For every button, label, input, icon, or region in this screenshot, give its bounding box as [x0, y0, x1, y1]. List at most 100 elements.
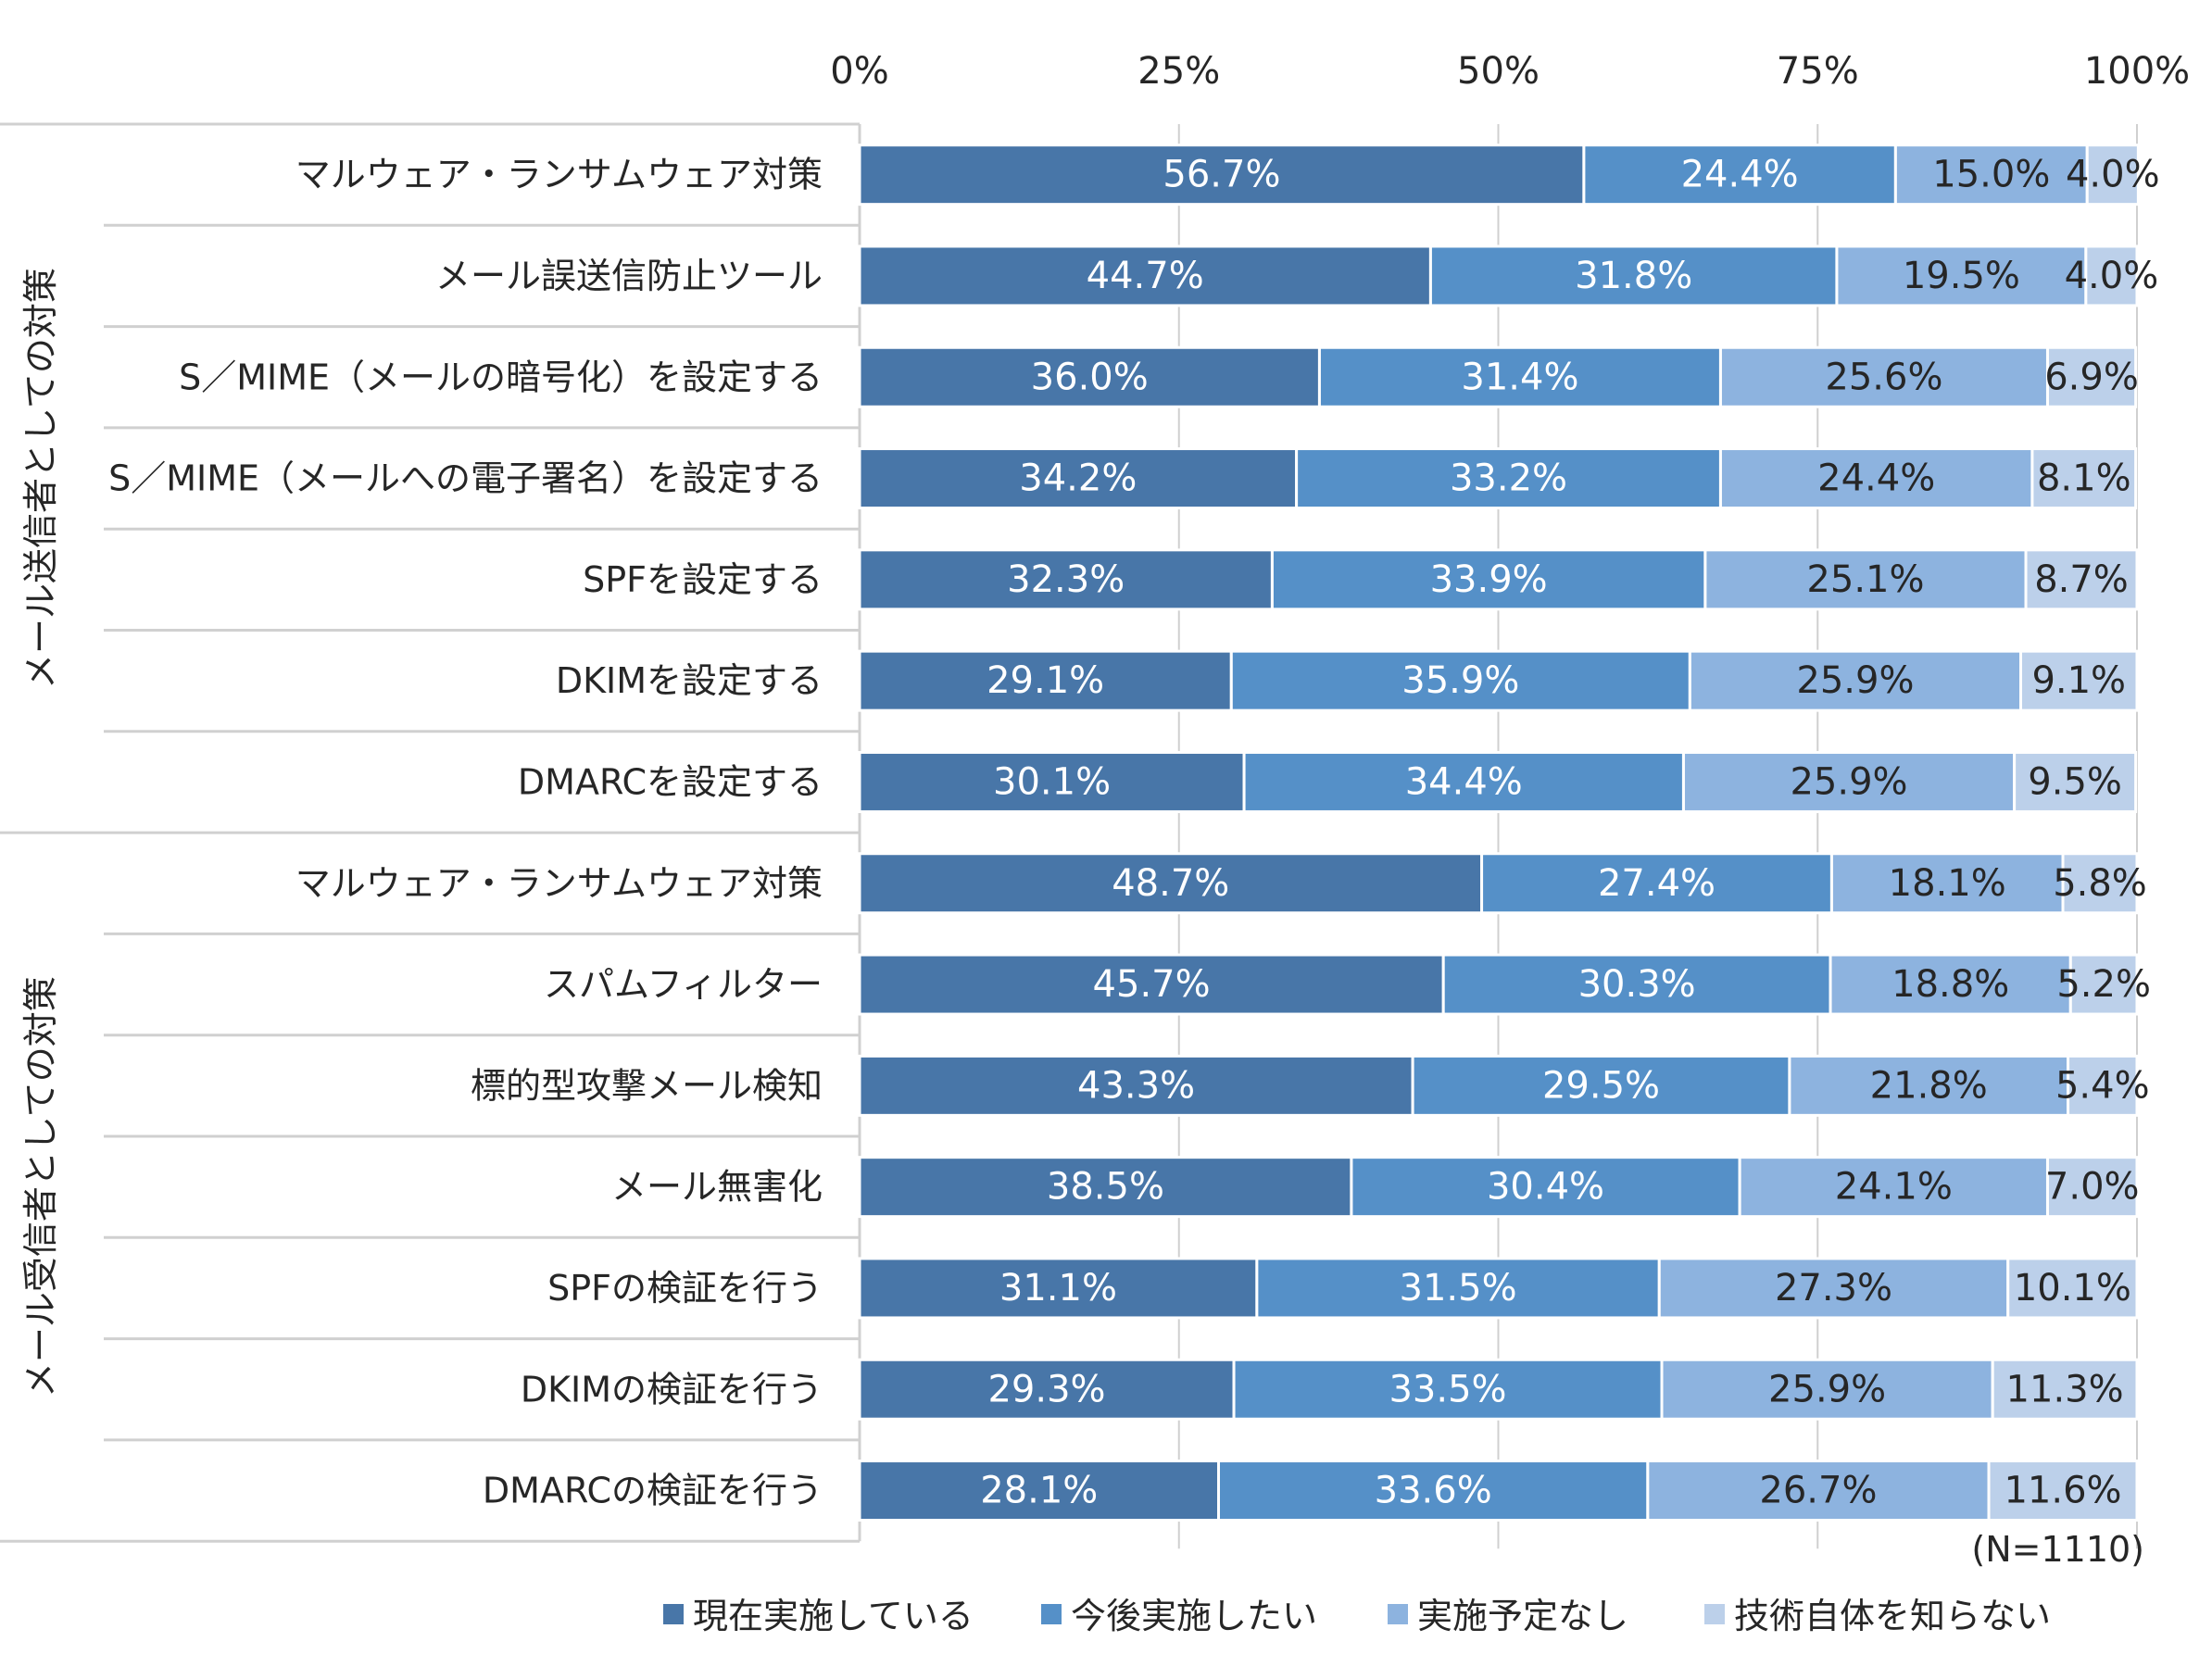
bar-segment — [1411, 1054, 1791, 1117]
category-label: マルウェア・ランサムウェア対策 — [295, 155, 823, 195]
bar-segment — [858, 1054, 1414, 1117]
data-label: 5.4% — [2055, 1064, 2150, 1107]
bar-segment — [1350, 1156, 1741, 1219]
data-label: 32.3% — [1007, 558, 1125, 601]
category-label: DMARCを設定する — [518, 761, 823, 802]
bar-segment — [2045, 345, 2138, 408]
bar-segment — [2019, 649, 2139, 712]
bar-row: 44.7% 31.8% 19.5% 4.0% — [858, 244, 2158, 307]
bar-segment — [1480, 852, 1833, 915]
data-label: 27.4% — [1598, 862, 1716, 905]
bar-segment — [1216, 1460, 1650, 1522]
x-axis-ticks: 0% 25% 50% 75% 100% — [830, 50, 2190, 93]
bar-row: 29.3% 33.5% 25.9% 11.3% — [858, 1358, 2139, 1421]
group-label: メール送信者としての対策 — [20, 268, 61, 689]
data-label: 36.0% — [1031, 356, 1149, 398]
data-label: 18.8% — [1892, 963, 2009, 1006]
bar-segment — [1688, 649, 2023, 712]
category-label: メール無害化 — [611, 1167, 823, 1208]
bar-segment — [1270, 548, 1707, 611]
legend-swatch — [663, 1604, 684, 1624]
bar-segment — [858, 1257, 1259, 1320]
category-label: DKIMを設定する — [556, 660, 823, 701]
data-label: 29.1% — [987, 659, 1104, 702]
bar-segment — [1229, 649, 1691, 712]
bar-segment — [1829, 852, 2065, 915]
bar-row: 31.1% 31.5% 27.3% 10.1% — [858, 1257, 2139, 1320]
legend: 現在実施している 今後実施したい 実施予定なし 技術自体を知らない — [663, 1596, 2051, 1636]
bar-segment — [1242, 750, 1685, 813]
data-label: 9.5% — [2028, 760, 2122, 803]
bar-segment — [2061, 852, 2139, 915]
bar-segment — [2068, 953, 2139, 1016]
x-tick-label: 50% — [1457, 50, 1540, 93]
bar-segment — [1987, 1460, 2139, 1522]
legend-label: 実施予定なし — [1417, 1596, 1628, 1636]
data-label: 43.3% — [1077, 1064, 1195, 1107]
data-label: 11.6% — [2004, 1470, 2121, 1512]
data-label: 8.1% — [2037, 457, 2131, 500]
data-label: 56.7% — [1163, 154, 1280, 196]
data-label: 30.4% — [1487, 1166, 1604, 1209]
bar-segment — [1718, 447, 2034, 510]
data-label: 21.8% — [1870, 1064, 1988, 1107]
data-label: 25.6% — [1825, 356, 1942, 398]
data-label: 44.7% — [1087, 255, 1204, 297]
bar-row: 34.2% 33.2% 24.4% 8.1% — [858, 447, 2138, 510]
bar-row: 38.5% 30.4% 24.1% 7.0% — [858, 1156, 2140, 1219]
data-label: 34.2% — [1019, 457, 1137, 500]
category-label: S／MIME（メールへの電子署名）を設定する — [108, 458, 823, 499]
x-tick-label: 25% — [1137, 50, 1220, 93]
sample-size-note: (N=1110) — [1971, 1529, 2144, 1570]
bar-row: 48.7% 27.4% 18.1% 5.8% — [858, 852, 2147, 915]
gridlines — [1177, 124, 2138, 1549]
bar-segment — [858, 144, 1586, 207]
data-label: 24.1% — [1835, 1166, 1953, 1209]
category-label: DKIMの検証を行う — [521, 1369, 823, 1410]
data-label: 31.4% — [1461, 356, 1578, 398]
data-label: 9.1% — [2031, 659, 2126, 702]
category-label: DMARCの検証を行う — [483, 1471, 823, 1511]
data-label: 24.4% — [1681, 154, 1799, 196]
data-label: 33.2% — [1450, 457, 1567, 500]
data-label: 33.6% — [1375, 1470, 1492, 1512]
data-label: 10.1% — [2014, 1267, 2131, 1309]
bar-row: 45.7% 30.3% 18.8% 5.2% — [858, 953, 2151, 1016]
bar-segment — [1317, 345, 1722, 408]
category-label: S／MIME（メールの暗号化）を設定する — [179, 357, 823, 397]
category-label: 標的型攻撃メール検知 — [471, 1065, 823, 1106]
data-label: 34.4% — [1405, 760, 1523, 803]
data-label: 45.7% — [1093, 963, 1211, 1006]
bar-segment — [1738, 1156, 2049, 1219]
bar-row: 43.3% 29.5% 21.8% 5.4% — [858, 1054, 2150, 1117]
bar-segment — [2024, 548, 2139, 611]
x-tick-label: 100% — [2084, 50, 2190, 93]
bar-segment — [2013, 750, 2138, 813]
bar-segment — [858, 1156, 1353, 1219]
data-label: 25.9% — [1768, 1368, 1886, 1410]
category-frame — [0, 122, 861, 1543]
bar-segment — [1582, 144, 1897, 207]
data-label: 38.5% — [1047, 1166, 1164, 1209]
data-label: 30.1% — [993, 760, 1111, 803]
data-label: 31.5% — [1400, 1267, 1517, 1309]
data-label: 4.0% — [2066, 154, 2160, 196]
bar-segment — [2084, 244, 2139, 307]
bar-segment — [1295, 447, 1722, 510]
x-tick-label: 0% — [830, 50, 888, 93]
bar-segment — [1232, 1358, 1664, 1421]
data-label: 24.4% — [1817, 457, 1935, 500]
data-label: 28.1% — [980, 1470, 1098, 1512]
bar-segment — [858, 345, 1321, 408]
bar-segment — [858, 1460, 1220, 1522]
data-label: 18.1% — [1889, 862, 2006, 905]
bar-segment — [1428, 244, 1839, 307]
legend-swatch — [1041, 1604, 1062, 1624]
bar-segment — [2045, 1156, 2139, 1219]
legend-label: 技術自体を知らない — [1734, 1596, 2051, 1636]
bar-segment — [1660, 1358, 1994, 1421]
category-label: マルウェア・ランサムウェア対策 — [295, 863, 823, 904]
data-label: 27.3% — [1775, 1267, 1892, 1309]
